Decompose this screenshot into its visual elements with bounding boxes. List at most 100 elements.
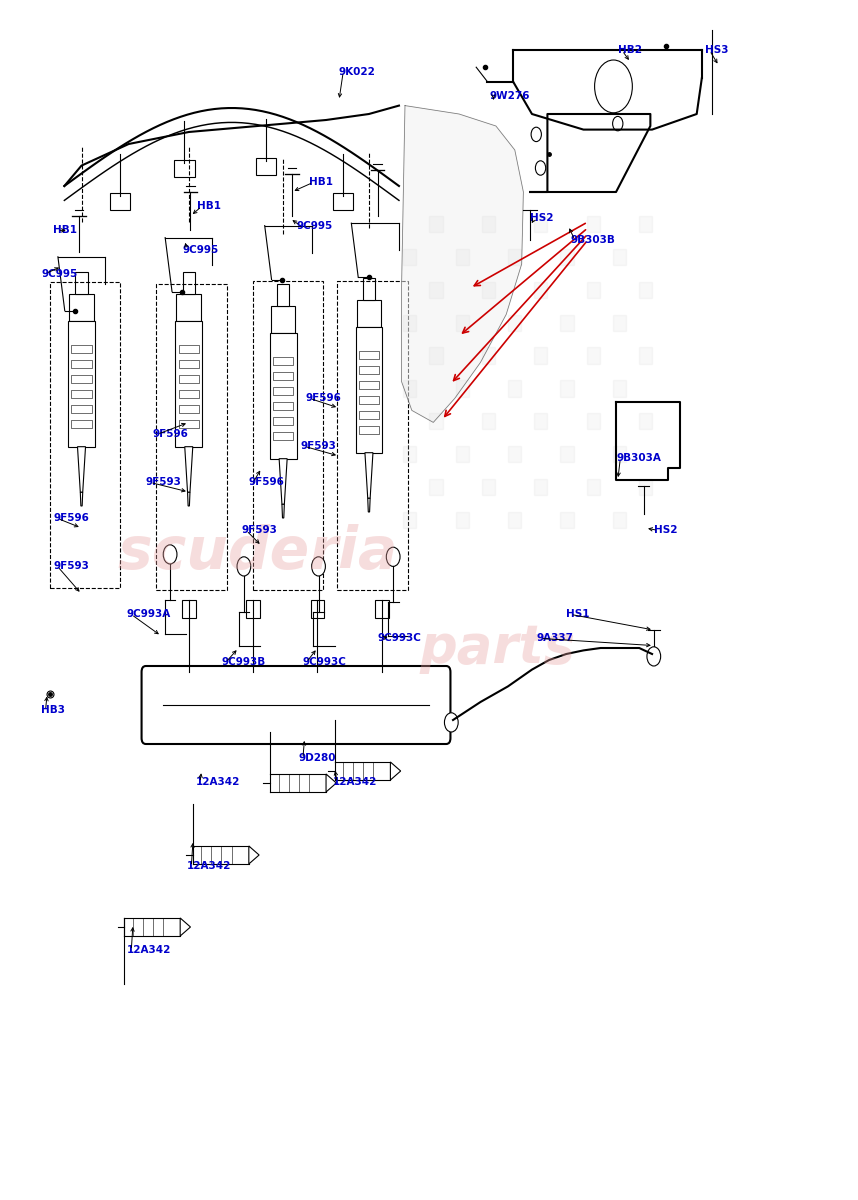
Text: HS2: HS2 xyxy=(654,526,677,535)
Bar xyxy=(456,511,468,528)
Bar xyxy=(456,314,468,331)
Text: 9F593: 9F593 xyxy=(146,478,182,487)
Text: HB1: HB1 xyxy=(309,178,333,187)
Bar xyxy=(177,294,201,322)
Bar xyxy=(613,380,625,397)
Text: 9C995: 9C995 xyxy=(41,269,77,278)
Text: 9W276: 9W276 xyxy=(489,91,529,101)
Bar xyxy=(430,479,443,496)
Bar xyxy=(639,479,652,496)
Bar xyxy=(246,600,260,618)
Bar xyxy=(587,413,600,430)
Bar xyxy=(71,406,92,413)
Bar xyxy=(587,216,600,233)
Polygon shape xyxy=(368,498,370,512)
Bar xyxy=(50,282,120,588)
Bar xyxy=(613,446,625,462)
Bar xyxy=(359,366,379,373)
Text: 9F596: 9F596 xyxy=(53,514,89,523)
Polygon shape xyxy=(390,762,401,780)
Bar xyxy=(273,372,293,379)
Bar xyxy=(560,248,573,265)
Bar xyxy=(456,380,468,397)
Circle shape xyxy=(163,545,177,564)
Bar xyxy=(482,413,495,430)
Bar xyxy=(273,358,293,365)
Bar xyxy=(508,446,521,462)
Text: 9D280: 9D280 xyxy=(299,754,336,763)
Bar xyxy=(535,347,547,364)
Bar xyxy=(508,511,521,528)
Bar xyxy=(359,426,379,434)
Bar xyxy=(273,388,293,395)
Bar xyxy=(508,248,521,265)
Bar xyxy=(430,282,443,298)
Circle shape xyxy=(311,557,325,576)
Text: 9C993C: 9C993C xyxy=(302,658,346,667)
Text: HB1: HB1 xyxy=(197,202,221,211)
Bar xyxy=(256,158,276,175)
Polygon shape xyxy=(188,492,190,506)
Bar xyxy=(430,216,443,233)
Bar xyxy=(69,294,94,322)
Bar xyxy=(363,278,375,300)
Polygon shape xyxy=(326,774,336,792)
Text: HS3: HS3 xyxy=(705,46,728,55)
Polygon shape xyxy=(180,918,190,936)
Bar xyxy=(269,334,297,458)
Bar xyxy=(587,479,600,496)
Polygon shape xyxy=(81,492,82,506)
Bar xyxy=(178,420,199,428)
Bar xyxy=(403,248,416,265)
Bar xyxy=(508,380,521,397)
Bar xyxy=(613,314,625,331)
Bar xyxy=(613,511,625,528)
Text: 9C995: 9C995 xyxy=(296,221,332,230)
Text: HB3: HB3 xyxy=(41,706,65,715)
Text: 9K022: 9K022 xyxy=(339,67,376,77)
Bar xyxy=(273,432,293,440)
Bar xyxy=(639,282,652,298)
Bar xyxy=(613,248,625,265)
Text: 9C993A: 9C993A xyxy=(127,610,172,619)
Text: parts: parts xyxy=(420,622,576,674)
Bar xyxy=(110,193,130,210)
Text: 9F593: 9F593 xyxy=(300,442,336,451)
Text: 9F596: 9F596 xyxy=(305,394,341,403)
Bar xyxy=(587,347,600,364)
Circle shape xyxy=(595,60,632,113)
Circle shape xyxy=(444,713,458,732)
Circle shape xyxy=(613,116,623,131)
Circle shape xyxy=(535,161,546,175)
Text: 9B303B: 9B303B xyxy=(571,235,615,245)
Bar xyxy=(175,322,202,446)
Bar xyxy=(535,413,547,430)
Bar xyxy=(587,282,600,298)
Bar xyxy=(639,347,652,364)
Polygon shape xyxy=(365,452,373,498)
Text: 9B303A: 9B303A xyxy=(616,454,661,463)
Bar xyxy=(560,511,573,528)
Polygon shape xyxy=(279,458,287,504)
Text: 9F596: 9F596 xyxy=(249,478,285,487)
Bar xyxy=(639,216,652,233)
Bar xyxy=(482,347,495,364)
Text: 12A342: 12A342 xyxy=(333,778,378,787)
Bar xyxy=(156,284,227,590)
Bar xyxy=(359,396,379,403)
Text: 12A342: 12A342 xyxy=(196,778,240,787)
FancyBboxPatch shape xyxy=(142,666,450,744)
Text: 12A342: 12A342 xyxy=(187,862,232,871)
Circle shape xyxy=(386,547,400,566)
Text: scuderia: scuderia xyxy=(118,523,397,581)
Bar xyxy=(68,322,95,446)
Text: HS2: HS2 xyxy=(530,214,553,223)
Bar xyxy=(359,412,379,419)
Bar xyxy=(183,272,195,294)
Bar xyxy=(535,479,547,496)
Bar xyxy=(337,281,408,590)
Text: HS1: HS1 xyxy=(566,610,589,619)
Bar xyxy=(560,380,573,397)
Text: 9F593: 9F593 xyxy=(242,526,278,535)
Bar xyxy=(403,380,416,397)
